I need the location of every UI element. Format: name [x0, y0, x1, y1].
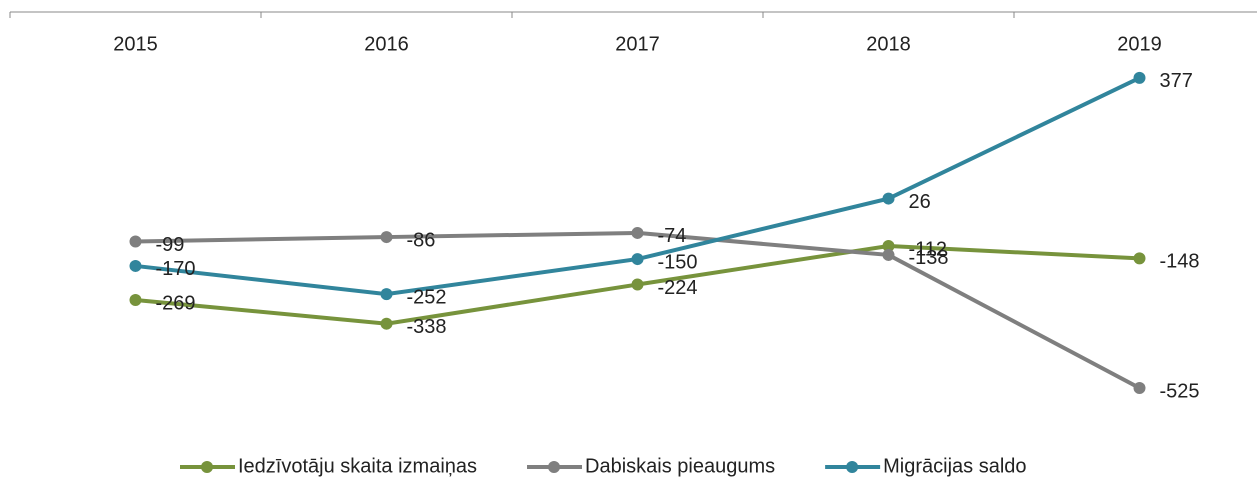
- legend-label: Iedzīvotāju skaita izmaiņas: [238, 455, 477, 477]
- data-label: -170: [156, 258, 196, 280]
- data-label: -252: [407, 286, 447, 308]
- x-tick-label: 2017: [615, 33, 660, 55]
- data-label: -338: [407, 316, 447, 338]
- data-point: [380, 231, 393, 244]
- legend: Iedzīvotāju skaita izmaiņas Dabiskais pie…: [180, 455, 1027, 477]
- data-point: [380, 317, 393, 330]
- data-point: [882, 240, 895, 252]
- data-point: [631, 278, 644, 291]
- data-point: [631, 253, 644, 266]
- data-label: -74: [658, 225, 687, 247]
- data-point: [129, 235, 142, 248]
- data-point: [129, 259, 142, 272]
- data-point: [129, 293, 142, 306]
- data-point: [882, 248, 895, 261]
- data-label: 26: [909, 191, 931, 213]
- legend-label: Dabiskais pieaugums: [585, 455, 775, 477]
- data-label: 377: [1160, 70, 1193, 92]
- data-point: [1133, 252, 1146, 265]
- data-point: [882, 192, 895, 205]
- legend-marker: [548, 461, 561, 473]
- x-tick-label: 2016: [364, 33, 409, 55]
- x-tick-label: 2019: [1117, 33, 1162, 55]
- data-label: -86: [407, 229, 436, 251]
- data-point: [1133, 71, 1146, 84]
- x-tick-label: 2018: [866, 33, 911, 55]
- data-label: -99: [156, 234, 185, 256]
- data-label: -138: [909, 247, 949, 269]
- legend-label: Migrācijas saldo: [883, 455, 1026, 477]
- data-label: -148: [1160, 251, 1200, 273]
- data-point: [631, 226, 644, 239]
- x-tick-label: 2015: [113, 33, 158, 55]
- legend-marker: [846, 461, 859, 473]
- data-point: [380, 288, 393, 301]
- data-label: -150: [658, 251, 698, 273]
- data-label: -525: [1160, 380, 1200, 402]
- data-label: -112: [909, 238, 948, 260]
- data-label: -224: [658, 277, 698, 299]
- data-label: -269: [156, 292, 196, 314]
- data-point: [1133, 381, 1146, 394]
- legend-marker: [201, 461, 213, 473]
